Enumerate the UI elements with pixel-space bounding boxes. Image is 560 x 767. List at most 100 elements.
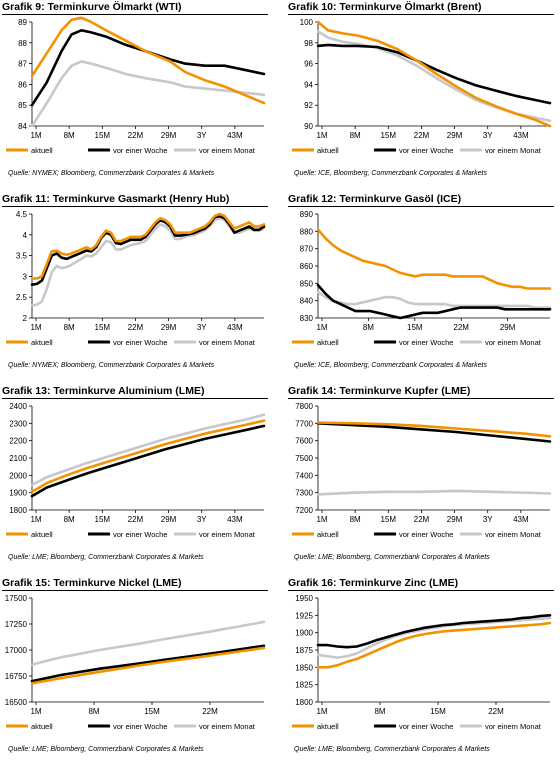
legend-label: vor einem Monat [485, 530, 542, 539]
x-tick-label: 43M [227, 515, 243, 524]
x-tick-label: 8M [363, 323, 374, 332]
chart-title: Grafik 15: Terminkurve Nickel (LME) [2, 577, 182, 589]
chart-source: Quelle: NYMEX; Bloomberg, Commerzbank Co… [8, 170, 215, 177]
legend-label: vor einem Monat [199, 338, 256, 347]
x-tick-label: 22M [202, 707, 218, 716]
series-line-2 [30, 644, 266, 683]
chart-source: Quelle: LME; Bloomberg, Commerzbank Corp… [8, 746, 204, 753]
x-tick-label: 3Y [197, 131, 207, 140]
x-tick-label: 43M [227, 323, 243, 332]
x-tick-label: 1M [30, 131, 41, 140]
legend-label: vor einer Woche [399, 338, 453, 347]
x-tick-label: 8M [64, 323, 75, 332]
x-tick-label: 22M [453, 323, 469, 332]
legend-label: vor einem Monat [485, 338, 542, 347]
legend-label: vor einem Monat [199, 722, 256, 731]
series-line-2 [30, 29, 266, 107]
legend-label: aktuell [31, 530, 53, 539]
series-line-3 [316, 616, 552, 659]
x-tick-label: 29M [161, 131, 177, 140]
y-tick-label: 17250 [5, 620, 28, 629]
y-tick-label: 7700 [295, 419, 313, 428]
series-line-1 [316, 228, 552, 290]
y-tick-label: 2300 [9, 419, 27, 428]
x-tick-label: 15M [381, 515, 397, 524]
y-tick-label: 100 [300, 18, 314, 27]
x-tick-label: 1M [30, 323, 41, 332]
y-tick-label: 2400 [9, 402, 27, 411]
series-line-1 [316, 621, 552, 669]
legend-label: aktuell [317, 146, 339, 155]
y-tick-label: 16500 [5, 698, 28, 707]
series-line-1 [316, 421, 552, 438]
x-tick-label: 15M [95, 323, 111, 332]
y-tick-label: 7600 [295, 437, 313, 446]
legend-label: aktuell [31, 722, 53, 731]
title-rule [288, 14, 554, 15]
chart-source: Quelle: LME; Bloomberg, Commerzbank Corp… [294, 554, 490, 561]
y-tick-label: 2 [23, 314, 28, 323]
chart-panel-wti: Grafik 9: Terminkurve Ölmarkt (WTI) 84 85… [0, 0, 268, 188]
chart-svg: 16500 16750 17000 17250 17500 1M 8M 15M 22M aktue… [5, 594, 266, 731]
y-tick-label: 850 [300, 279, 314, 288]
series-line-3 [316, 290, 552, 309]
y-tick-label: 880 [300, 227, 314, 236]
x-tick-label: 3Y [483, 515, 493, 524]
x-tick-label: 1M [316, 323, 327, 332]
y-tick-label: 17000 [5, 646, 28, 655]
series-line-1 [316, 20, 552, 128]
y-tick-label: 3 [23, 272, 28, 281]
legend-label: vor einem Monat [485, 146, 542, 155]
series-line-2 [316, 421, 552, 443]
y-tick-label: 7500 [295, 454, 313, 463]
x-tick-label: 29M [500, 323, 516, 332]
legend-label: aktuell [31, 146, 53, 155]
chart-title: Grafik 11: Terminkurve Gasmarkt (Henry H… [2, 193, 230, 205]
y-tick-label: 2100 [9, 454, 27, 463]
series-line-3 [30, 620, 266, 666]
x-tick-label: 22M [128, 515, 144, 524]
y-tick-label: 2000 [9, 471, 27, 480]
legend-label: vor einer Woche [399, 530, 453, 539]
series-line-2 [316, 283, 552, 320]
chart-title: Grafik 12: Terminkurve Gasöl (ICE) [288, 193, 462, 205]
y-tick-label: 3.5 [16, 252, 28, 261]
y-tick-label: 90 [304, 122, 313, 131]
x-tick-label: 15M [430, 707, 446, 716]
y-tick-label: 7200 [295, 506, 313, 515]
y-tick-label: 92 [304, 101, 313, 110]
y-tick-label: 4 [23, 231, 28, 240]
chart-svg: 84 85 86 87 88 89 1M 8M 15M 22M 29M 3Y 43M aktuell vor… [6, 16, 266, 155]
chart-panel-henry-hub: Grafik 11: Terminkurve Gasmarkt (Henry H… [0, 192, 268, 380]
title-rule [288, 206, 554, 207]
x-tick-label: 15M [144, 707, 160, 716]
series-line-3 [30, 60, 266, 128]
x-tick-label: 3Y [197, 323, 207, 332]
y-tick-label: 1900 [9, 489, 27, 498]
y-tick-label: 1950 [295, 594, 313, 603]
y-tick-label: 830 [300, 314, 314, 323]
chart-panel-zinc: Grafik 16: Terminkurve Zinc (LME) 1800 18… [286, 576, 554, 764]
x-tick-label: 1M [30, 515, 41, 524]
y-tick-label: 4.5 [16, 210, 28, 219]
x-tick-label: 22M [488, 707, 504, 716]
legend-label: vor einem Monat [199, 146, 256, 155]
y-tick-label: 1925 [295, 611, 313, 620]
y-tick-label: 88 [18, 39, 27, 48]
y-tick-label: 85 [18, 101, 27, 110]
chart-svg: 2 2.5 3 3.5 4 4.5 1M 8M 15M 22M 29M 3Y 43M aktuell vor… [6, 210, 266, 347]
title-rule [2, 398, 268, 399]
series-line-1 [30, 212, 266, 280]
y-tick-label: 1900 [295, 629, 313, 638]
chart-source: Quelle: ICE, Bloomberg, Commerzbank Corp… [294, 170, 487, 177]
chart-title: Grafik 10: Terminkurve Ölmarkt (Brent) [288, 1, 482, 13]
x-tick-label: 15M [381, 131, 397, 140]
x-tick-label: 1M [30, 707, 41, 716]
chart-title: Grafik 13: Terminkurve Aluminium (LME) [2, 385, 205, 397]
y-tick-label: 96 [304, 60, 313, 69]
x-tick-label: 22M [414, 515, 430, 524]
legend-label: vor einer Woche [399, 722, 453, 731]
y-tick-label: 7300 [295, 489, 313, 498]
legend-label: vor einer Woche [113, 530, 167, 539]
y-tick-label: 94 [304, 80, 313, 89]
